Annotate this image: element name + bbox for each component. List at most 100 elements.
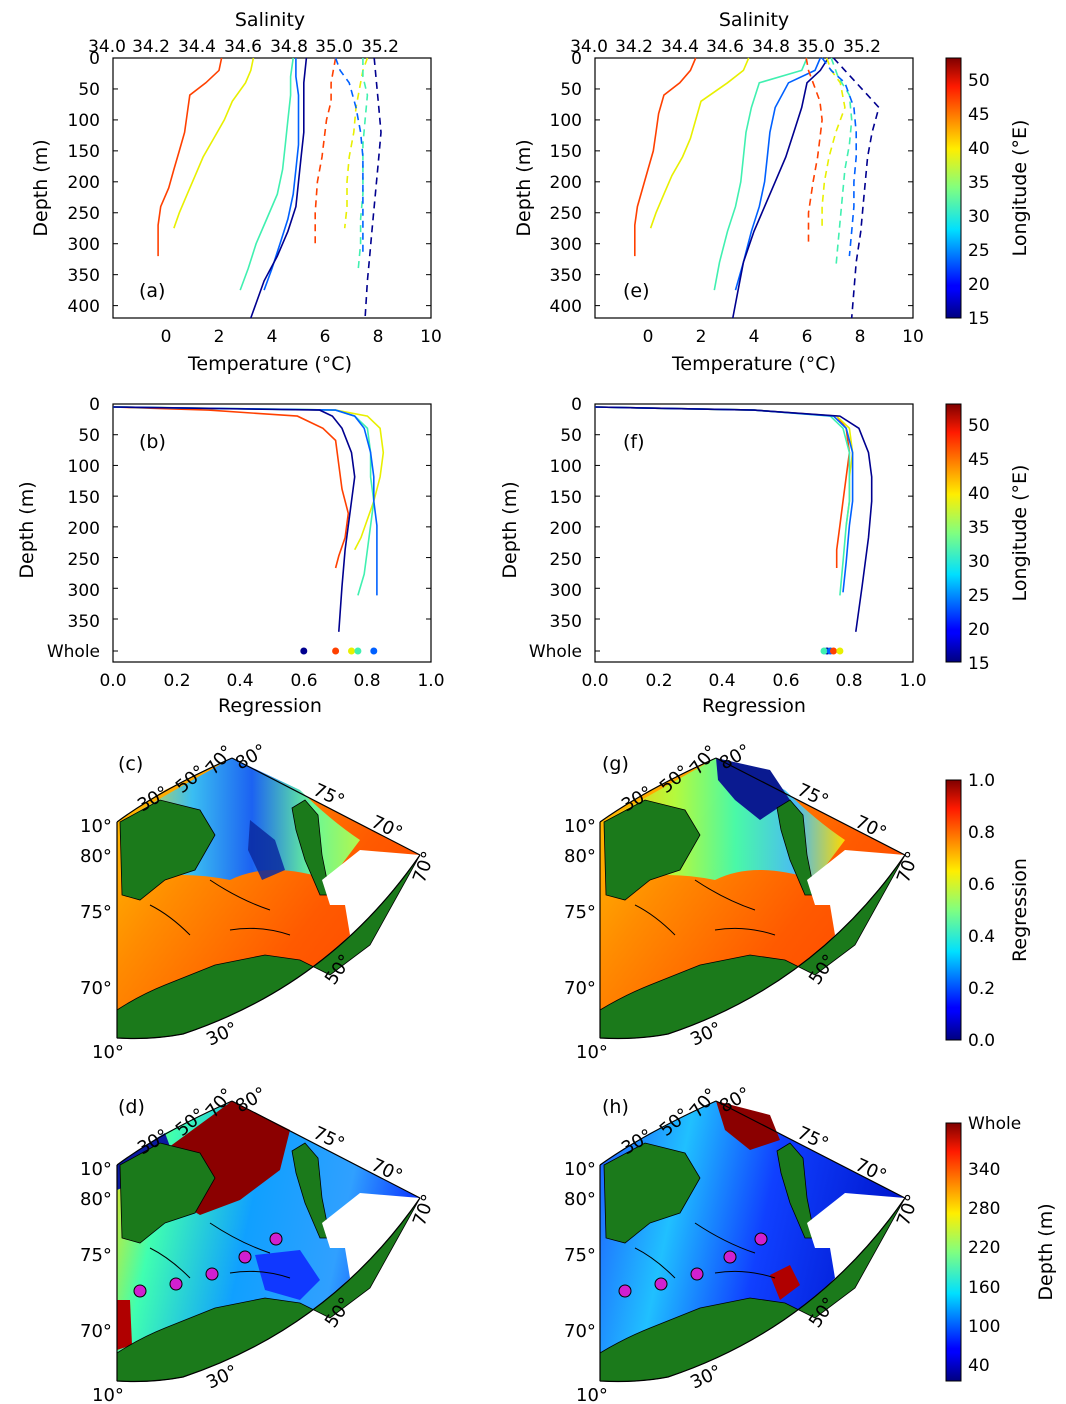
salinity-tick: 34.2 [132, 37, 170, 57]
depth-tick: 0 [571, 395, 582, 415]
salinity-axis-label-a: Salinity [235, 9, 305, 31]
depth-tick: 300 [550, 235, 582, 255]
depth-tick: 100 [68, 111, 100, 131]
depth-tick: 150 [550, 142, 582, 162]
depth-tick: 150 [68, 142, 100, 162]
map-regression-c: (c) 10° 30° 50° 70° 80° 75° 70° 80° 75° … [80, 740, 440, 1063]
map-land-svalbard [603, 799, 701, 901]
colorbar-gradient [945, 779, 962, 1041]
depth-tick-whole: Whole [529, 642, 582, 662]
colorbar-tick: 40 [968, 1356, 990, 1376]
axis-ticks [113, 57, 431, 307]
colorbar-tick: 0.0 [968, 1031, 995, 1051]
depth-tick: 300 [68, 581, 100, 601]
colorbar-tick: 45 [968, 105, 990, 125]
regression-ticks-b: 0.0 0.2 0.4 0.6 0.8 1.0 [99, 671, 444, 691]
panel-a: Salinity 34.0 34.2 34.4 34.6 34.8 35.0 3… [30, 9, 442, 375]
lat-label: 10° [564, 1159, 596, 1180]
depth-tick: 0 [89, 395, 100, 415]
regression-tick: 0.2 [163, 671, 190, 691]
salinity-axis-label-e: Salinity [719, 9, 789, 31]
axes-frame-a [112, 57, 432, 319]
temperature-profile-line [633, 57, 697, 257]
depth-ticks-b: 0 50 100 150 200 250 300 350 Whole [47, 395, 100, 662]
station-marker [269, 1232, 283, 1246]
colorbar-tick: 35 [968, 518, 990, 538]
depth-tick: 400 [550, 297, 582, 317]
depth-tick: 350 [550, 266, 582, 286]
salinity-tick: 34.8 [270, 37, 308, 57]
depth-axis-label-e: Depth (m) [513, 139, 535, 236]
colorbar-tick: 20 [968, 620, 990, 640]
colorbar-tick: 280 [968, 1199, 1000, 1219]
depth-tick: 100 [550, 457, 582, 477]
lat-label: 80° [564, 1189, 596, 1210]
lat-label: 10° [80, 816, 112, 837]
colorbar-depth: Whole 340 280 220 160 100 40 Depth (m) [945, 1114, 1057, 1382]
station-marker [238, 1250, 252, 1264]
regression-profile-line [112, 406, 350, 569]
axis-ticks [595, 57, 913, 307]
depth-tick: 150 [550, 488, 582, 508]
station-marker [169, 1277, 183, 1291]
axis-ticks [113, 403, 431, 652]
colorbar-longitude-top: 50 45 40 35 30 25 20 15 Longitude (°E) [945, 57, 1031, 329]
colorbar-tick: 25 [968, 241, 990, 261]
salinity-profile-line [357, 58, 369, 269]
colorbar-tick: 0.4 [968, 927, 995, 947]
salinity-tick: 34.0 [88, 37, 126, 57]
temperature-axis-label-e: Temperature (°C) [671, 353, 836, 375]
whole-column-point [332, 647, 340, 655]
salinity-profile-line [832, 57, 880, 319]
salinity-tick: 35.2 [361, 37, 399, 57]
depth-tick: 50 [78, 426, 100, 446]
colorbar-tick: 50 [968, 416, 990, 436]
depth-tick: 100 [550, 111, 582, 131]
depth-axis-label-b: Depth (m) [16, 481, 38, 578]
salinity-tick: 34.6 [224, 37, 262, 57]
regression-tick: 0.8 [353, 671, 380, 691]
temperature-tick: 6 [320, 327, 331, 347]
salinity-profile-line [805, 57, 823, 244]
salinity-ticks-a: 34.0 34.2 34.4 34.6 34.8 35.0 35.2 [88, 37, 399, 57]
colorbar-tick: 25 [968, 586, 990, 606]
panel-label-g: (g) [602, 753, 629, 775]
whole-column-point [830, 647, 837, 655]
colorbar-tick: 1.0 [968, 771, 995, 791]
map-bathymetry-contours [634, 1222, 776, 1279]
salinity-tick: 35.0 [797, 37, 835, 57]
lat-label: 75° [80, 902, 112, 923]
map-frame [599, 757, 906, 1040]
lat-label: 10° [564, 816, 596, 837]
salinity-profile-line [821, 57, 846, 229]
colorbar-gradient [945, 1122, 962, 1382]
whole-column-point [836, 647, 844, 655]
axes-frame-f [594, 403, 914, 663]
depth-ticks-f: 0 50 100 150 200 250 300 350 Whole [529, 395, 582, 662]
salinity-profile-line [314, 57, 337, 244]
depth-tick: 250 [68, 550, 100, 570]
temperature-tick: 4 [267, 327, 278, 347]
regression-tick: 0.8 [835, 671, 862, 691]
salinity-tick: 34.8 [752, 37, 790, 57]
depth-tick: 250 [550, 550, 582, 570]
regression-tick: 0.4 [708, 671, 735, 691]
temperature-profile-line [173, 57, 255, 229]
lat-label: 75° [564, 902, 596, 923]
depth-tick: 150 [68, 488, 100, 508]
temperature-tick: 8 [855, 327, 866, 347]
colorbar-longitude-mid: 50 45 40 35 30 25 20 15 Longitude (°E) [945, 403, 1031, 674]
station-marker [723, 1250, 737, 1264]
lat-label: 80° [80, 846, 112, 867]
lat-label: 10° [80, 1159, 112, 1180]
lat-label: 75° [80, 1245, 112, 1266]
depth-ticks-a: 0 50 100 150 200 250 300 350 400 [68, 49, 100, 317]
lon-label: 10° [576, 1385, 608, 1404]
salinity-profile-line [821, 57, 858, 257]
regression-axis-label-b: Regression [218, 695, 322, 717]
map-white-kara [785, 1193, 905, 1328]
depth-axis-label-a: Depth (m) [30, 139, 52, 236]
colorbar-tick: 0.8 [968, 823, 995, 843]
map-low-regression-patch [716, 758, 790, 820]
temperature-profile-line [649, 57, 750, 229]
